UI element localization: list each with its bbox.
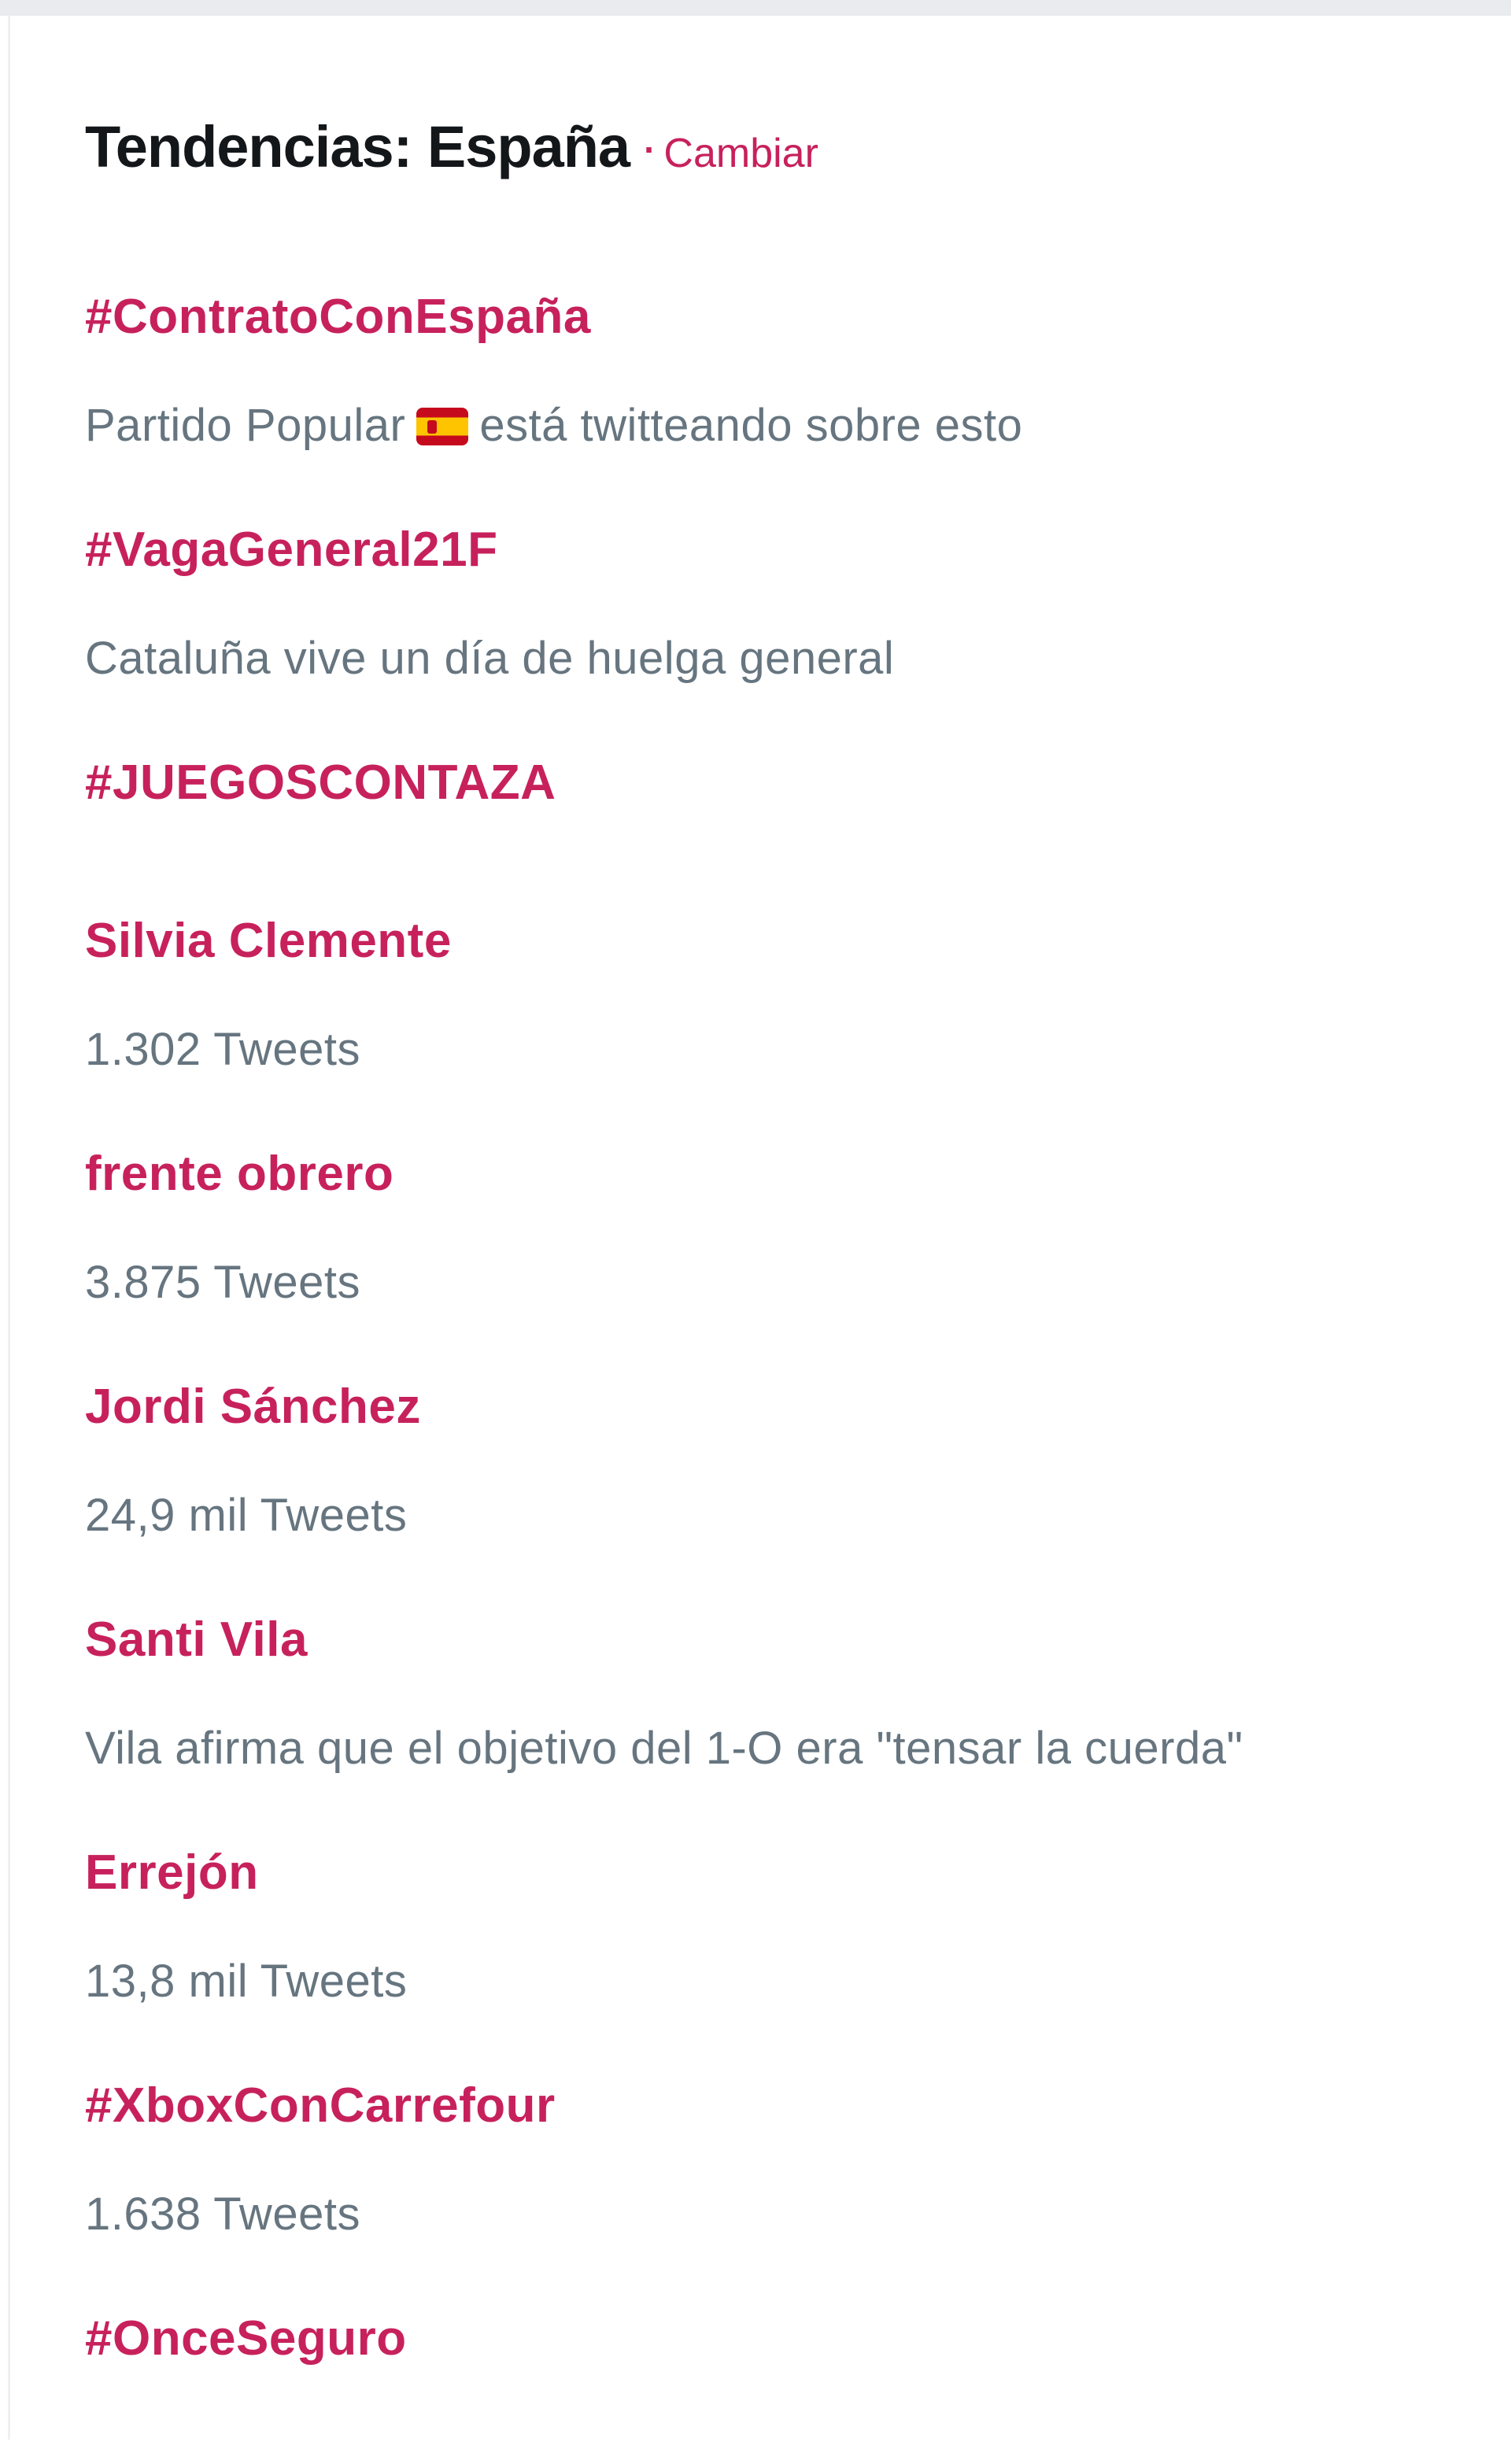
- trend-item: #XboxConCarrefour 1.638 Tweets: [85, 2073, 1435, 2259]
- page-title: Tendencias: España: [85, 114, 630, 179]
- trend-item: #VagaGeneral21F Cataluña vive un día de …: [85, 517, 1435, 703]
- trend-link-frente-obrero[interactable]: frente obrero: [85, 1147, 394, 1201]
- spain-flag-icon: [416, 408, 469, 445]
- trend-tweet-count: 1.638 Tweets: [85, 2189, 360, 2240]
- trends-header: Tendencias: España · Cambiar: [85, 104, 1435, 207]
- trend-link-jordi-sanchez[interactable]: Jordi Sánchez: [85, 1380, 421, 1434]
- trend-item: frente obrero 3.875 Tweets: [85, 1141, 1435, 1327]
- trend-item: Jordi Sánchez 24,9 mil Tweets: [85, 1374, 1435, 1560]
- trend-description-text: Partido Popular: [85, 400, 406, 451]
- top-page-edge-strip: [0, 0, 1511, 16]
- trend-item: #JUEGOSCONTAZA: [85, 750, 1435, 829]
- trend-link-onceseguro[interactable]: #OnceSeguro: [85, 2311, 407, 2366]
- trend-description: Vila afirma que el objetivo del 1-O era …: [85, 1723, 1243, 1774]
- trend-item: #ContratoConEspaña Partido Popular está t…: [85, 284, 1435, 470]
- trend-tweet-count: 3.875 Tweets: [85, 1257, 360, 1308]
- change-location-link[interactable]: Cambiar: [663, 131, 818, 176]
- header-separator-dot: ·: [644, 129, 656, 170]
- trend-link-xboxconcarrefour[interactable]: #XboxConCarrefour: [85, 2078, 556, 2133]
- trend-tweet-count: 13,8 mil Tweets: [85, 1956, 408, 2007]
- trend-link-contratoconespana[interactable]: #ContratoConEspaña: [85, 290, 591, 344]
- trends-panel: Tendencias: España · Cambiar #ContratoConE…: [85, 0, 1435, 2464]
- trend-description: Cataluña vive un día de huelga general: [85, 633, 895, 684]
- trend-link-silvia-clemente[interactable]: Silvia Clemente: [85, 914, 452, 968]
- trend-item: Errejón 13,8 mil Tweets: [85, 1840, 1435, 2026]
- trend-tweet-count: 24,9 mil Tweets: [85, 1490, 408, 1541]
- trend-item: #OnceSeguro: [85, 2306, 1435, 2385]
- trend-item: Silvia Clemente 1.302 Tweets: [85, 908, 1435, 1094]
- trend-description-text: está twitteando sobre esto: [479, 400, 1023, 451]
- trend-item: Santi Vila Vila afirma que el objetivo d…: [85, 1607, 1435, 1793]
- left-panel-border: [8, 16, 10, 2440]
- trend-link-juegoscontaza[interactable]: #JUEGOSCONTAZA: [85, 755, 556, 810]
- trend-description: Partido Popular está twitteando sobre est…: [85, 382, 1435, 470]
- trend-link-vagageneral21f[interactable]: #VagaGeneral21F: [85, 523, 498, 577]
- trend-link-errejon[interactable]: Errejón: [85, 1845, 259, 1900]
- trend-tweet-count: 1.302 Tweets: [85, 1024, 360, 1075]
- trend-link-santi-vila[interactable]: Santi Vila: [85, 1612, 308, 1667]
